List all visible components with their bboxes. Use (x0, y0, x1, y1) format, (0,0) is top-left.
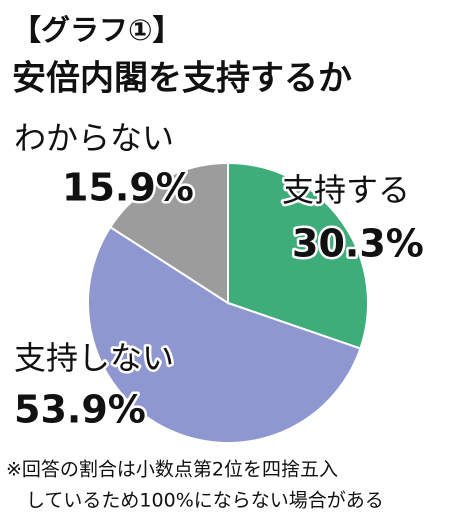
note-line: ※回答の割合は小数点第2位を四捨五入 (6, 459, 338, 481)
pie-slice (108, 161, 229, 305)
chart-subtitle: 安倍内閣を支持するか (12, 59, 352, 99)
value-label: 30.3% (292, 222, 424, 266)
chart-title: 【グラフ①】 (12, 13, 182, 47)
slice-label: わからない (14, 119, 174, 157)
value-label: 53.9% (14, 388, 146, 432)
pie-slice (87, 225, 362, 444)
value-label: 15.9% (62, 166, 194, 210)
pie (87, 161, 369, 444)
slice-label: 支持する (282, 171, 410, 209)
pie-slice (227, 161, 369, 350)
labels: 支持する 30.3% 支持しない 53.9% わからない 15.9% (12, 117, 427, 435)
slice-label: 支持しない (14, 339, 174, 377)
note-line: しているため100%にならない場合がある (26, 490, 384, 512)
